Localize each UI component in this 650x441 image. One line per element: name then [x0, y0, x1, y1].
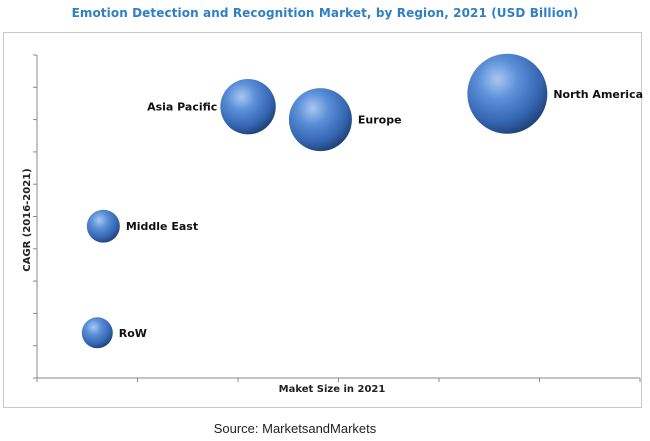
bubble-label-middle-east: Middle East	[126, 220, 198, 233]
bubbles	[81, 53, 548, 349]
bubble-north-america	[467, 53, 548, 134]
bubble-label-europe: Europe	[358, 114, 402, 127]
chart-title: Emotion Detection and Recognition Market…	[71, 6, 579, 20]
bubble-asia-pacific	[220, 78, 276, 135]
source-note: Source: MarketsandMarkets	[213, 421, 377, 436]
bubble-label-row: RoW	[119, 327, 147, 340]
bubble-label-north-america: North America	[553, 88, 643, 101]
bubble-row	[81, 317, 113, 349]
y-axis-label: CAGR (2016-2021)	[22, 168, 33, 271]
chart-frame	[3, 32, 642, 408]
bubble-middle-east	[86, 209, 120, 243]
bubble-label-asia-pacific: Asia Pacific	[147, 101, 217, 114]
bubble-labels: North America Asia Pacific Europe Middle Ea…	[119, 88, 643, 340]
bubble-europe	[288, 88, 352, 152]
x-axis-label: Maket Size in 2021	[279, 384, 386, 395]
axes	[33, 54, 641, 382]
